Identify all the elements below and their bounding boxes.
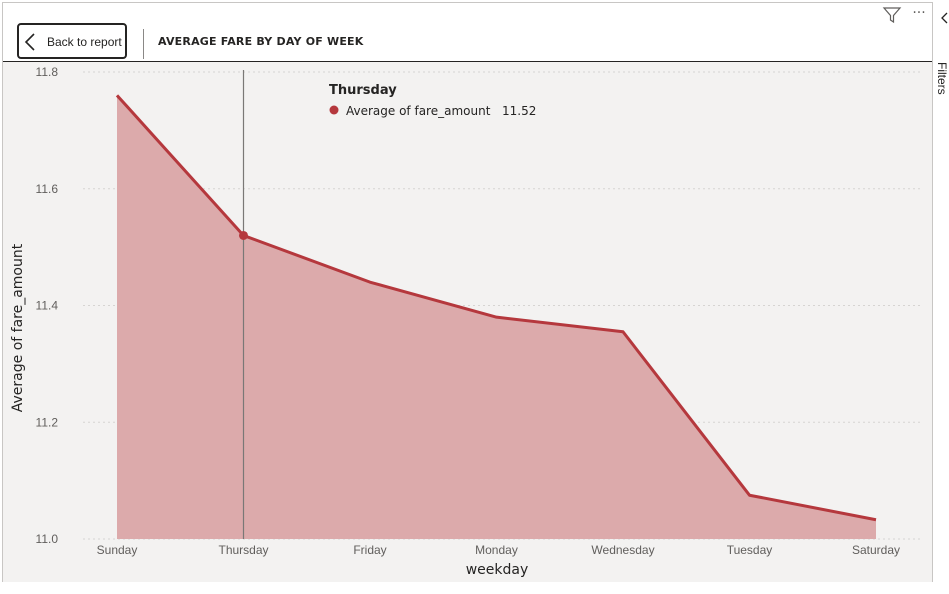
x-tick-label: Wednesday (591, 543, 654, 557)
series-area (115, 94, 877, 539)
tooltip-title: Thursday (329, 83, 397, 98)
back-to-report-label: Back to report (47, 35, 122, 49)
y-tick-label: 11.4 (36, 299, 59, 313)
y-tick-label: 11.0 (36, 532, 59, 546)
back-to-report-button[interactable]: Back to report (17, 23, 127, 59)
y-tick-label: 11.2 (36, 415, 59, 429)
x-axis-title: weekday (466, 562, 529, 578)
tooltip-series-label: Average of fare_amount (346, 104, 491, 118)
x-tick-label: Monday (475, 543, 518, 557)
more-options-icon[interactable]: ··· (912, 5, 926, 21)
filters-pane-label[interactable]: Filters (937, 62, 949, 95)
area-chart: 11.0 11.2 11.4 11.6 11.8 Sunday Thursday Frida… (10, 65, 923, 578)
header-strip (3, 3, 932, 63)
chevron-left-icon (24, 33, 35, 51)
y-axis-title: Average of fare_amount (10, 243, 26, 412)
chart-area: 11.0 11.2 11.4 11.6 11.8 Sunday Thursday Frida… (3, 62, 932, 582)
y-tick-label: 11.6 (36, 182, 59, 196)
x-tick-label: Tuesday (727, 543, 773, 557)
area-fill (117, 95, 876, 539)
filter-icon[interactable] (882, 6, 902, 24)
data-point-highlight (239, 230, 248, 240)
chart-title: AVERAGE FARE BY DAY OF WEEK (158, 35, 364, 48)
header-divider (143, 29, 144, 59)
x-tick-label: Saturday (852, 543, 900, 557)
tooltip-value: 11.52 (502, 104, 536, 118)
y-tick-label: 11.8 (36, 65, 59, 79)
hover-layer (239, 70, 248, 539)
x-tick-label: Thursday (218, 543, 268, 557)
x-tick-label: Friday (353, 543, 386, 557)
tooltip: Thursday Average of fare_amount 11.52 (329, 83, 536, 118)
y-axis-ticks: 11.0 11.2 11.4 11.6 11.8 (36, 65, 59, 546)
x-axis-ticks: Sunday Thursday Friday Monday Wednesday Tuesd… (97, 543, 900, 557)
filters-pane (935, 0, 949, 594)
x-tick-label: Sunday (97, 543, 138, 557)
tooltip-legend-dot (329, 105, 339, 115)
chevron-left-icon[interactable] (941, 12, 949, 24)
